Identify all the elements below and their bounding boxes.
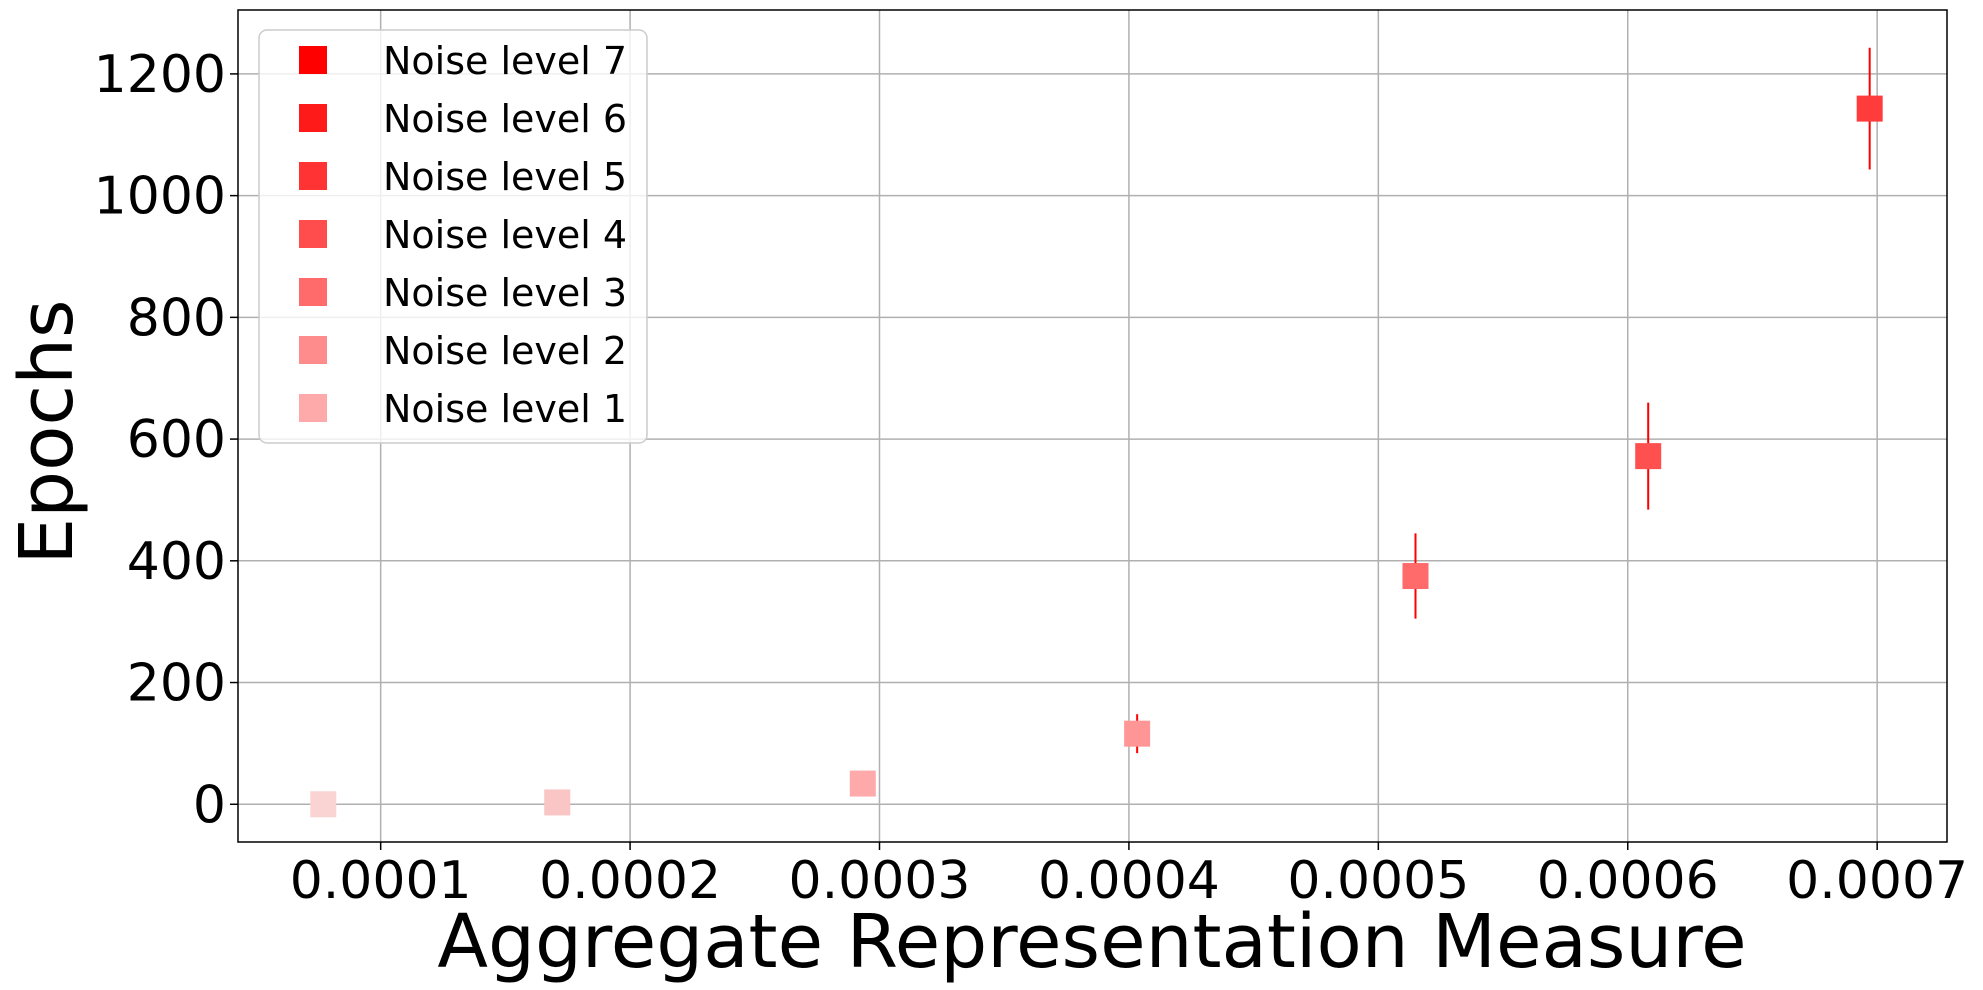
legend-marker — [299, 104, 327, 132]
legend-marker — [299, 394, 327, 422]
x-tick-label: 0.0007 — [1786, 851, 1968, 911]
legend-marker — [299, 46, 327, 74]
legend-label: Noise level 1 — [383, 387, 627, 431]
error-bars — [1136, 47, 1871, 754]
legend-marker — [299, 162, 327, 190]
data-point — [1635, 443, 1662, 470]
y-tick-label: 200 — [127, 654, 226, 714]
x-tick-label: 0.0001 — [290, 851, 472, 911]
data-point — [1124, 720, 1151, 747]
x-tick-label: 0.0003 — [789, 851, 971, 911]
legend-marker — [299, 336, 327, 364]
legend-label: Noise level 3 — [383, 271, 627, 315]
y-axis-label: Epochs — [4, 299, 90, 564]
data-point — [1856, 95, 1883, 122]
legend-box — [258, 29, 648, 444]
x-axis-label: Aggregate Representation Measure — [437, 899, 1746, 985]
x-tick-label: 0.0005 — [1287, 851, 1469, 911]
legend-label: Noise level 2 — [383, 329, 627, 373]
legend-label: Noise level 4 — [383, 213, 627, 257]
legend: Noise level 7 Noise level 6 Noise level 5 N… — [258, 29, 648, 444]
y-tick-label: 1200 — [94, 45, 226, 105]
y-tick-labels: 0 200 400 600 800 1000 1200 — [94, 45, 238, 835]
legend-marker — [299, 278, 327, 306]
x-tick-label: 0.0004 — [1038, 851, 1220, 911]
data-point — [310, 791, 337, 818]
data-point — [1402, 563, 1429, 590]
legend-marker — [299, 220, 327, 248]
x-tick-labels: 0.0001 0.0002 0.0003 0.0004 0.0005 0.0006 0.00… — [290, 842, 1968, 911]
legend-label: Noise level 7 — [383, 39, 627, 83]
x-tick-label: 0.0006 — [1537, 851, 1719, 911]
y-tick-label: 400 — [127, 532, 226, 592]
legend-label: Noise level 6 — [383, 97, 627, 141]
y-tick-label: 600 — [127, 410, 226, 470]
legend-label: Noise level 5 — [383, 155, 627, 199]
data-points — [310, 95, 1883, 818]
x-tick-label: 0.0002 — [539, 851, 721, 911]
data-point — [544, 789, 571, 816]
y-tick-label: 0 — [193, 775, 226, 835]
y-tick-label: 800 — [127, 288, 226, 348]
y-tick-label: 1000 — [94, 167, 226, 227]
data-point — [849, 770, 876, 797]
plot-frame — [237, 9, 1948, 843]
